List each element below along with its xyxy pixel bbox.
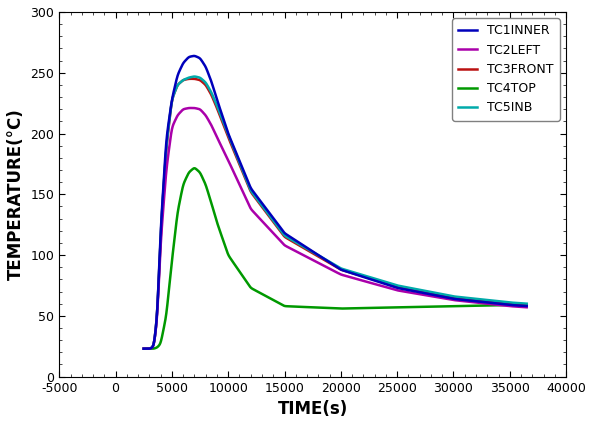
TC5INB	[287, 237, 294, 242]
TC1INNER	[474, 299, 482, 304]
Line: TC4TOP: TC4TOP	[144, 168, 527, 348]
TC2LEFT	[140, 346, 147, 351]
TC1INNER	[304, 245, 311, 250]
TC1INNER	[287, 235, 294, 240]
TC2LEFT	[188, 105, 195, 111]
TC5INB	[207, 88, 214, 93]
Legend: TC1INNER, TC2LEFT, TC3FRONT, TC4TOP, TC5INB: TC1INNER, TC2LEFT, TC3FRONT, TC4TOP, TC5…	[452, 18, 560, 121]
TC3FRONT	[523, 302, 530, 307]
TC3FRONT	[207, 90, 214, 95]
TC2LEFT	[304, 255, 311, 260]
TC5INB	[523, 301, 530, 306]
TC3FRONT	[474, 298, 482, 303]
TC2LEFT	[516, 304, 523, 309]
TC4TOP	[191, 166, 198, 171]
TC4TOP	[207, 197, 214, 202]
TC1INNER	[516, 303, 523, 308]
TC4TOP	[516, 302, 523, 307]
TC2LEFT	[474, 300, 482, 305]
TC5INB	[184, 76, 191, 81]
TC2LEFT	[207, 121, 214, 126]
Line: TC2LEFT: TC2LEFT	[144, 108, 527, 348]
TC3FRONT	[287, 238, 294, 243]
TC3FRONT	[516, 302, 523, 307]
TC5INB	[474, 297, 482, 302]
TC5INB	[191, 74, 198, 79]
TC1INNER	[184, 56, 191, 61]
TC3FRONT	[140, 346, 147, 351]
TC4TOP	[304, 305, 311, 310]
TC4TOP	[474, 303, 482, 308]
TC1INNER	[140, 346, 147, 351]
TC4TOP	[287, 304, 294, 309]
X-axis label: TIME(s): TIME(s)	[278, 400, 348, 418]
Line: TC1INNER: TC1INNER	[144, 56, 527, 348]
TC1INNER	[190, 54, 197, 59]
TC5INB	[140, 346, 147, 351]
TC3FRONT	[304, 248, 311, 253]
Y-axis label: TEMPERATURE(°C): TEMPERATURE(°C)	[7, 108, 25, 280]
TC1INNER	[523, 303, 530, 309]
TC2LEFT	[184, 106, 191, 111]
TC4TOP	[184, 173, 191, 178]
TC4TOP	[140, 346, 147, 351]
TC2LEFT	[523, 305, 530, 310]
TC3FRONT	[184, 76, 191, 82]
TC4TOP	[523, 302, 530, 307]
TC5INB	[516, 300, 523, 306]
TC1INNER	[207, 76, 214, 81]
TC3FRONT	[188, 76, 195, 81]
TC2LEFT	[287, 246, 294, 251]
Line: TC3FRONT: TC3FRONT	[144, 79, 527, 348]
Line: TC5INB: TC5INB	[144, 76, 527, 348]
TC5INB	[304, 246, 311, 252]
